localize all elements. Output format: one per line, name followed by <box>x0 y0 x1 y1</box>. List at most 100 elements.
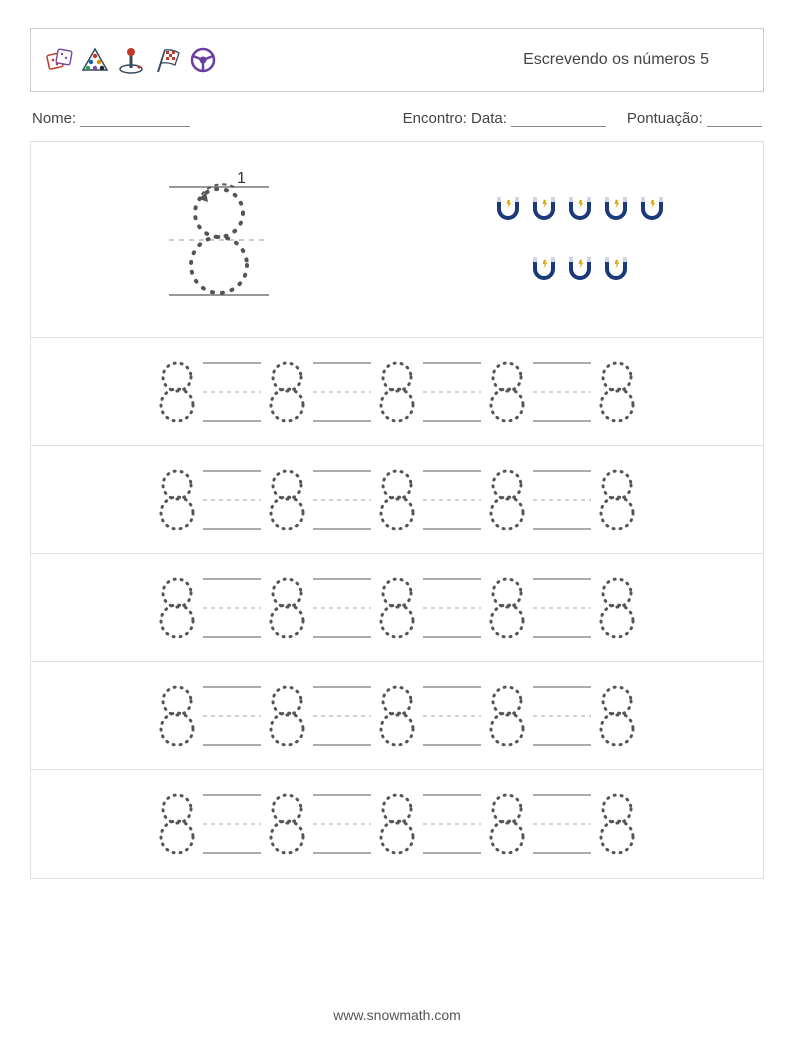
date-score-group: Encontro: Data: Pontuação: <box>403 110 762 127</box>
trace-cell[interactable] <box>265 681 375 751</box>
joystick-icon <box>117 46 145 74</box>
magnet-icon <box>529 255 559 285</box>
trace-cell[interactable] <box>595 789 639 859</box>
billiards-icon <box>81 46 109 74</box>
trace-cell[interactable] <box>265 465 375 535</box>
guide-lines <box>199 789 265 859</box>
trace-eight <box>595 357 639 427</box>
encounter-label: Encontro: Data: <box>403 110 507 127</box>
trace-eight <box>155 357 199 427</box>
example-row: 1 <box>31 142 763 338</box>
practice-row <box>31 446 763 554</box>
practice-container <box>31 338 763 878</box>
guide-lines <box>419 465 485 535</box>
magnet-icon <box>565 195 595 225</box>
practice-row <box>31 770 763 878</box>
guide-lines <box>309 465 375 535</box>
trace-eight <box>375 573 419 643</box>
trace-cell[interactable] <box>375 789 485 859</box>
guide-lines <box>309 681 375 751</box>
trace-eight <box>265 681 309 751</box>
trace-eight <box>485 465 529 535</box>
trace-cell[interactable] <box>485 465 595 535</box>
meta-row: Nome: Encontro: Data: Pontuação: <box>32 110 762 127</box>
dice-icon <box>45 46 73 74</box>
magnet-row-top <box>493 195 667 225</box>
date-blank[interactable] <box>511 113 606 127</box>
header-icon-row <box>45 46 217 74</box>
guide-lines <box>529 681 595 751</box>
trace-cell[interactable] <box>375 465 485 535</box>
trace-cell[interactable] <box>265 357 375 427</box>
guide-lines <box>309 573 375 643</box>
trace-cell[interactable] <box>265 573 375 643</box>
worksheet-body: 1 <box>30 141 764 879</box>
trace-cell[interactable] <box>155 789 265 859</box>
guide-lines <box>199 357 265 427</box>
score-label: Pontuação: <box>627 110 703 127</box>
trace-eight <box>485 681 529 751</box>
magnet-icon <box>601 255 631 285</box>
trace-cell[interactable] <box>595 681 639 751</box>
trace-eight <box>155 573 199 643</box>
trace-eight <box>375 681 419 751</box>
trace-cell[interactable] <box>485 573 595 643</box>
trace-eight <box>265 789 309 859</box>
trace-cell[interactable] <box>595 465 639 535</box>
guide-lines <box>199 573 265 643</box>
trace-cell[interactable] <box>595 357 639 427</box>
stroke-number: 1 <box>237 170 246 187</box>
guide-lines <box>529 789 595 859</box>
trace-eight <box>375 789 419 859</box>
trace-eight <box>485 357 529 427</box>
trace-eight <box>375 465 419 535</box>
guide-lines <box>419 573 485 643</box>
trace-eight <box>265 465 309 535</box>
trace-eight <box>595 465 639 535</box>
trace-cell[interactable] <box>375 681 485 751</box>
guide-lines <box>309 789 375 859</box>
trace-cell[interactable] <box>485 789 595 859</box>
trace-eight <box>265 357 309 427</box>
guide-lines <box>529 357 595 427</box>
guide-lines <box>419 357 485 427</box>
trace-cell[interactable] <box>265 789 375 859</box>
trace-eight <box>485 789 529 859</box>
footer-url: www.snowmath.com <box>333 1007 461 1023</box>
guide-lines <box>529 465 595 535</box>
trace-cell[interactable] <box>155 357 265 427</box>
trace-eight <box>595 573 639 643</box>
trace-cell[interactable] <box>595 573 639 643</box>
trace-eight <box>155 681 199 751</box>
trace-eight <box>595 681 639 751</box>
trace-cell[interactable] <box>375 357 485 427</box>
trace-eight <box>595 789 639 859</box>
footer: www.snowmath.com <box>0 1007 794 1023</box>
name-blank[interactable] <box>80 113 190 127</box>
trace-cell[interactable] <box>155 573 265 643</box>
guide-lines <box>419 789 485 859</box>
magnet-icon <box>601 195 631 225</box>
trace-eight <box>155 789 199 859</box>
worksheet-title: Escrevendo os números 5 <box>523 51 709 69</box>
trace-cell[interactable] <box>155 465 265 535</box>
example-count-cell <box>397 142 763 337</box>
example-numeral-cell: 1 <box>31 142 397 337</box>
guide-lines <box>309 357 375 427</box>
trace-cell[interactable] <box>485 357 595 427</box>
name-field: Nome: <box>32 110 190 127</box>
flag-icon <box>153 46 181 74</box>
magnet-icon <box>493 195 523 225</box>
steering-wheel-icon <box>189 46 217 74</box>
trace-eight <box>265 573 309 643</box>
trace-cell[interactable] <box>485 681 595 751</box>
magnet-icon <box>565 255 595 285</box>
score-blank[interactable] <box>707 113 762 127</box>
practice-row <box>31 338 763 446</box>
trace-cell[interactable] <box>155 681 265 751</box>
trace-eight <box>155 465 199 535</box>
trace-cell[interactable] <box>375 573 485 643</box>
magnet-icon <box>637 195 667 225</box>
trace-eight <box>485 573 529 643</box>
practice-row <box>31 554 763 662</box>
